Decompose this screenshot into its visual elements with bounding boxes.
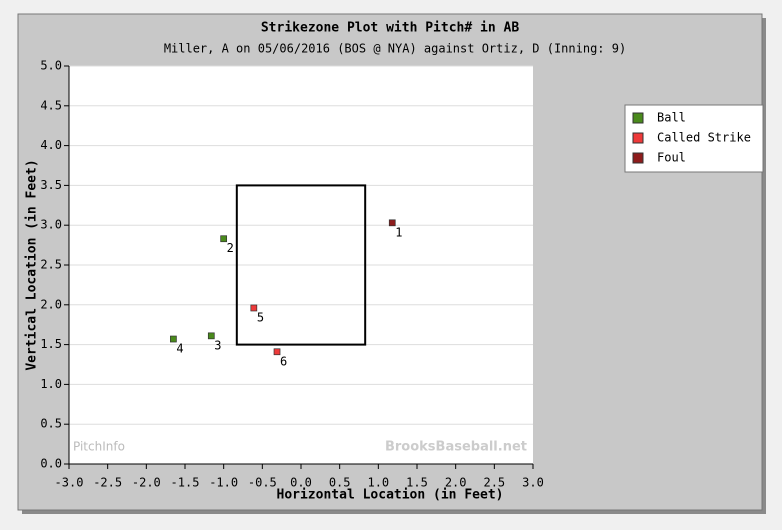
x-tick-label: 2.0 xyxy=(445,476,467,490)
x-tick-label: -2.0 xyxy=(132,476,161,490)
x-tick-label: 3.0 xyxy=(522,476,544,490)
y-tick-label: 4.5 xyxy=(40,98,62,112)
y-tick-label: 0.0 xyxy=(40,457,62,471)
x-tick-label: 0.5 xyxy=(329,476,351,490)
legend-swatch xyxy=(632,112,644,124)
legend-label: Called Strike xyxy=(657,131,751,145)
x-axis-label: Horizontal Location (in Feet) xyxy=(277,488,504,503)
pitch-number: 2 xyxy=(227,241,234,255)
watermark: BrooksBaseball.net xyxy=(385,440,527,455)
y-tick-label: 5.0 xyxy=(40,59,62,73)
y-axis-label: Vertical Location (in Feet) xyxy=(25,159,40,370)
y-tick-label: 3.5 xyxy=(40,178,62,192)
legend-swatch xyxy=(632,132,644,144)
legend xyxy=(624,104,764,173)
pitch-number: 3 xyxy=(214,338,221,352)
x-tick-label: -0.5 xyxy=(248,476,277,490)
watermark: PitchInfo xyxy=(73,440,125,454)
y-tick-label: 0.5 xyxy=(40,417,62,431)
chart-title: Strikezone Plot with Pitch# in AB xyxy=(261,21,519,36)
x-tick-label: -2.5 xyxy=(93,476,122,490)
x-tick-label: -1.0 xyxy=(209,476,238,490)
pitch-point xyxy=(273,348,281,356)
pitch-number: 5 xyxy=(257,310,264,324)
pitch-point xyxy=(388,219,396,227)
pitch-point xyxy=(250,304,258,312)
pitch-point xyxy=(207,332,215,340)
x-tick-label: 1.5 xyxy=(406,476,428,490)
strike-zone xyxy=(235,184,367,346)
pitch-number: 4 xyxy=(176,342,183,356)
y-tick-label: 1.5 xyxy=(40,337,62,351)
y-tick-label: 2.0 xyxy=(40,297,62,311)
y-tick-label: 1.0 xyxy=(40,377,62,391)
x-tick-label: 2.5 xyxy=(483,476,505,490)
pitch-point xyxy=(220,235,228,243)
y-tick-label: 2.5 xyxy=(40,258,62,272)
y-tick-label: 3.0 xyxy=(40,218,62,232)
pitch-number: 6 xyxy=(280,354,287,368)
pitch-number: 1 xyxy=(395,225,402,239)
x-tick-label: -3.0 xyxy=(55,476,84,490)
legend-swatch xyxy=(632,152,644,164)
x-tick-label: 1.0 xyxy=(367,476,389,490)
legend-label: Foul xyxy=(657,151,686,165)
chart-subtitle: Miller, A on 05/06/2016 (BOS @ NYA) agai… xyxy=(164,42,626,56)
x-tick-label: -1.5 xyxy=(171,476,200,490)
pitch-point xyxy=(170,335,177,343)
y-tick-label: 4.0 xyxy=(40,138,62,152)
x-tick-label: 0.0 xyxy=(290,476,312,490)
legend-label: Ball xyxy=(657,111,686,125)
